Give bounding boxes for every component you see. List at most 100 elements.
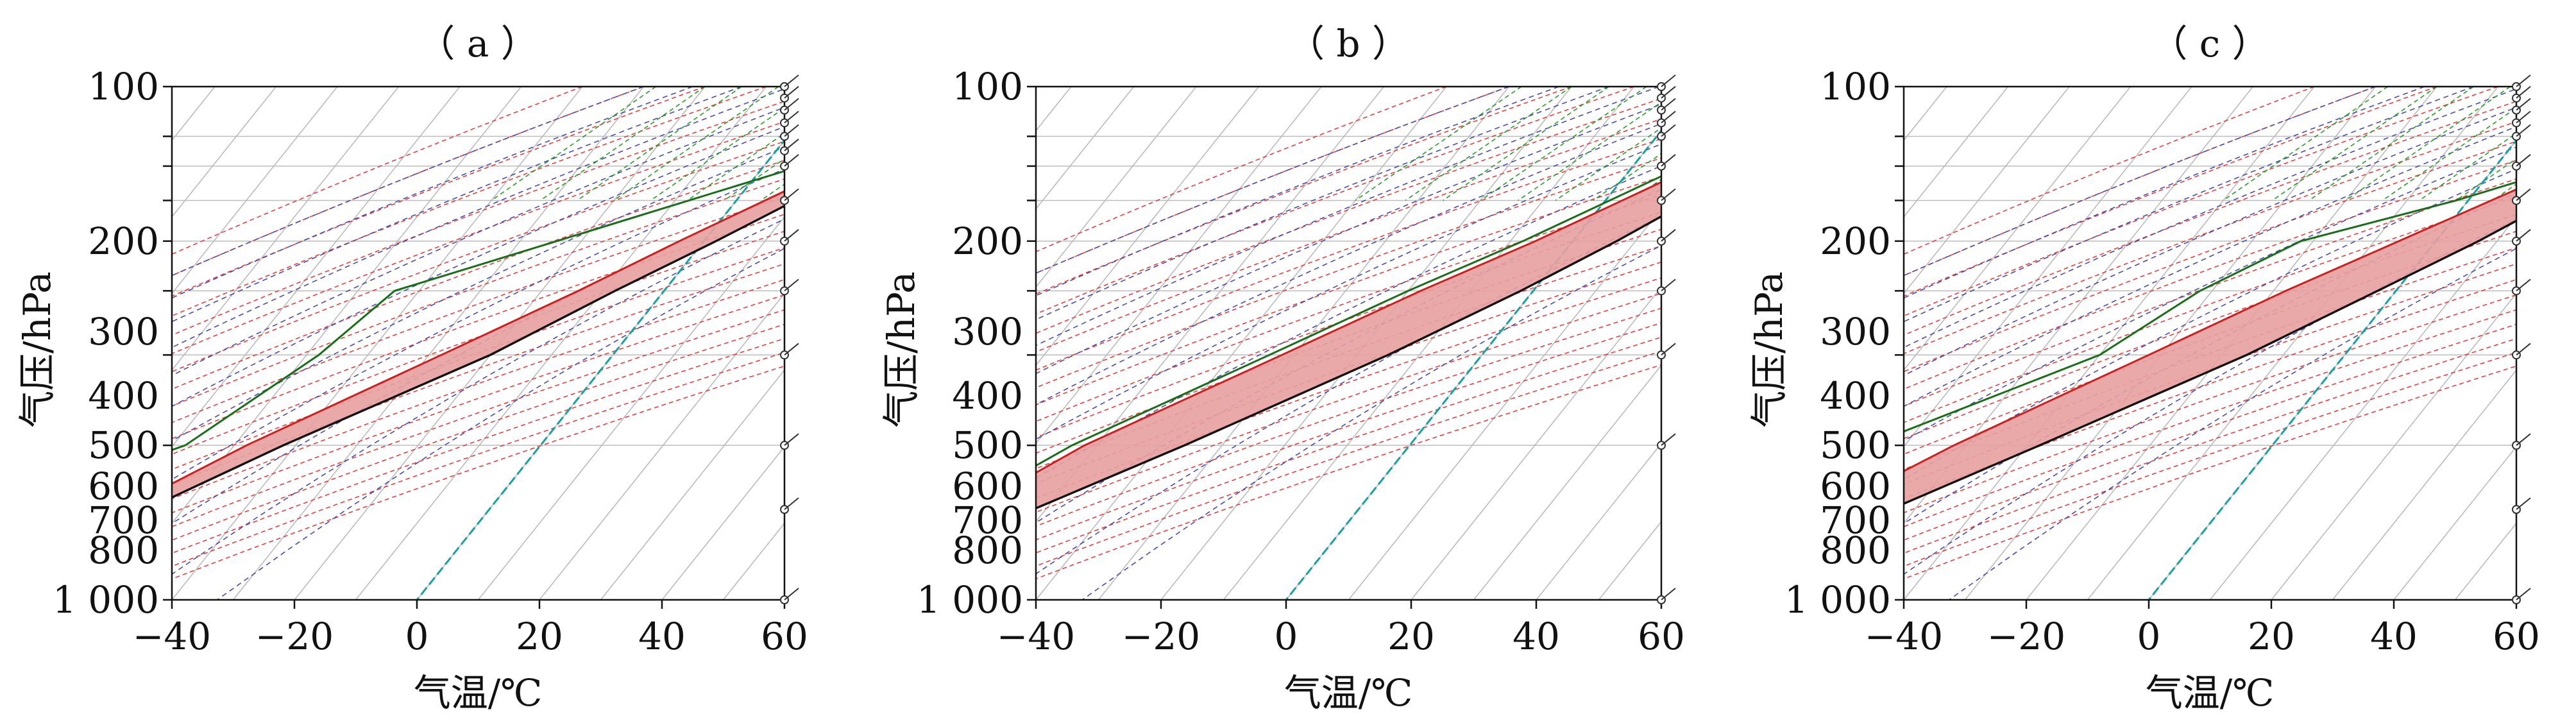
y-tick-label: 1 000 — [917, 578, 1023, 622]
isotherm-line — [598, 87, 1009, 600]
wind-barb — [784, 434, 799, 445]
y-tick-label: 100 — [88, 65, 159, 108]
x-tick-label: 20 — [2248, 615, 2295, 658]
mixing-ratio-line — [540, 87, 705, 200]
dry-adiabat — [721, 87, 2197, 600]
y-tick-label: 500 — [1820, 423, 1891, 467]
x-tick-label: 60 — [2493, 615, 2540, 658]
wind-barb — [784, 75, 799, 87]
mixing-ratio-line — [2223, 87, 2388, 200]
y-tick-label: 500 — [88, 423, 159, 467]
wind-barb — [784, 588, 799, 600]
isotherm-line — [172, 87, 582, 600]
dewpoint-curve — [1598, 87, 2576, 600]
y-tick-label: 400 — [1820, 374, 1891, 418]
x-axis-label: 气温/℃ — [1284, 671, 1412, 715]
x-axis-label: 气温/℃ — [414, 671, 542, 715]
wind-barb — [2516, 498, 2530, 509]
wind-barb — [2516, 189, 2530, 200]
panel-title: （ c ） — [2150, 22, 2269, 65]
isotherm-line — [0, 87, 399, 600]
dry-adiabat — [430, 87, 1634, 600]
mixing-ratio-line — [1593, 87, 1759, 200]
x-tick-label: 60 — [1638, 615, 1685, 658]
x-tick-label: 40 — [638, 615, 686, 658]
x-tick-label: 60 — [761, 615, 808, 658]
y-tick-label: 400 — [88, 374, 159, 418]
mixing-ratio-line — [2566, 87, 2576, 200]
mixing-ratio-line — [2419, 87, 2576, 200]
wind-barb — [1661, 189, 1675, 200]
wind-barb — [2516, 279, 2530, 291]
x-tick-label: −20 — [1987, 615, 2065, 658]
wind-barb — [784, 139, 799, 151]
dry-adiabat — [1437, 87, 2576, 600]
y-tick-label: 200 — [952, 219, 1023, 263]
dry-adiabat — [0, 87, 1379, 600]
wind-barb — [1661, 230, 1675, 241]
moist-adiabat — [997, 87, 1960, 600]
mixing-ratio-line — [724, 87, 889, 200]
moist-adiabat — [550, 87, 1659, 600]
wind-barb — [784, 498, 799, 509]
mixing-ratio-line — [2382, 87, 2547, 200]
wind-barb — [784, 155, 799, 166]
dry-adiabat — [915, 87, 2572, 600]
panel-title: （ a ） — [418, 22, 538, 65]
y-tick-label: 800 — [88, 529, 159, 572]
wind-barb — [2516, 588, 2530, 600]
wind-barb — [1661, 155, 1675, 166]
y-axis-label: 气压/hPa — [879, 271, 923, 428]
dry-adiabat — [559, 87, 1885, 600]
x-tick-label: −20 — [1122, 615, 1200, 658]
y-tick-label: 200 — [88, 219, 159, 263]
x-tick-label: 20 — [1387, 615, 1435, 658]
mixing-ratio-line — [1631, 87, 1797, 200]
dry-adiabat — [1405, 87, 2576, 600]
mixing-ratio-line — [1355, 87, 1521, 200]
isotherm-line — [1224, 87, 1634, 600]
wind-barb — [784, 279, 799, 291]
mixing-ratio-line — [798, 87, 963, 200]
wind-barb — [1661, 434, 1675, 445]
dry-adiabat — [54, 87, 1685, 600]
isotherm-line — [473, 87, 884, 600]
y-tick-label: 300 — [952, 310, 1023, 353]
mixing-ratio-line — [761, 87, 926, 200]
mixing-ratio-line — [2272, 87, 2437, 200]
x-tick-label: 0 — [2137, 615, 2161, 658]
y-tick-label: 100 — [1820, 65, 1891, 108]
wind-barb — [784, 230, 799, 241]
wind-barb — [1661, 279, 1675, 291]
dry-adiabat — [1342, 87, 2559, 600]
wind-barb — [784, 343, 799, 355]
x-tick-label: 40 — [2370, 615, 2418, 658]
y-tick-label: 1 000 — [53, 578, 159, 622]
panel-b: （ b ） −40 −20 0 20 40 60 100 200 300 400… — [332, 22, 2576, 715]
wind-barb — [1661, 343, 1675, 355]
wind-barb — [1661, 75, 1675, 87]
isotherm-line — [2394, 87, 2576, 600]
dry-adiabat — [0, 87, 1318, 600]
x-tick-label: 0 — [1275, 615, 1298, 658]
y-axis-label: 气压/hPa — [15, 271, 59, 428]
isotherm-line — [601, 87, 1012, 600]
wind-barb — [2516, 230, 2530, 241]
dry-adiabat — [0, 87, 1257, 600]
y-axis-label: 气压/hPa — [1747, 271, 1791, 428]
wind-barb — [2516, 343, 2530, 355]
panel-title: （ b ） — [1287, 22, 1409, 65]
y-tick-label: 800 — [1820, 529, 1891, 572]
isotherm-line — [2516, 87, 2576, 600]
y-tick-label: 500 — [952, 423, 1023, 467]
y-tick-label: 300 — [1820, 310, 1891, 353]
plot-area — [1215, 75, 2576, 609]
plot-clip — [1215, 87, 2576, 600]
panel-c: （ c ） −40 −20 0 20 40 60 100 200 300 400… — [1215, 22, 2576, 715]
mixing-ratio-line — [1405, 87, 1572, 200]
y-tick-label: 800 — [952, 529, 1023, 572]
x-tick-label: 0 — [405, 615, 429, 658]
y-tick-label: 400 — [952, 374, 1023, 418]
wind-barb — [1661, 588, 1675, 600]
